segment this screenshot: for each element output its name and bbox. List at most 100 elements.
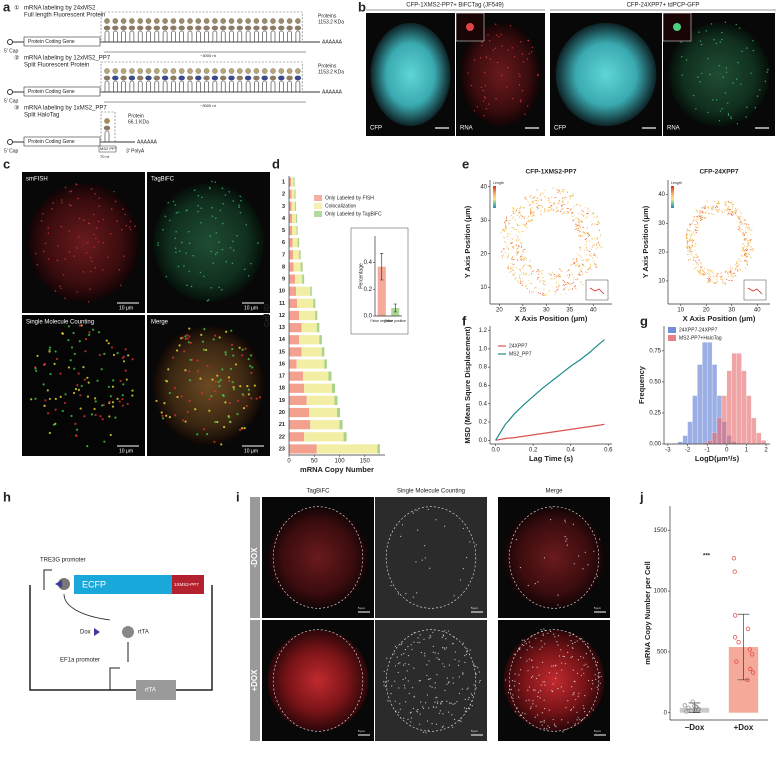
spot	[547, 725, 549, 727]
spot	[467, 687, 470, 689]
track-segment	[693, 230, 695, 233]
track-segment	[536, 197, 539, 200]
track-segment	[578, 224, 581, 227]
data-point	[750, 670, 756, 675]
spot	[111, 401, 115, 404]
data-point	[747, 647, 752, 652]
spot	[48, 348, 51, 351]
spot	[43, 404, 46, 407]
track-segment	[534, 286, 537, 289]
track-segment	[723, 211, 725, 213]
spot	[167, 368, 170, 371]
fluor-protein	[220, 68, 226, 74]
spot	[210, 250, 213, 253]
promoter-label: TRE3G promoter	[40, 558, 86, 564]
spot	[480, 86, 483, 88]
spot	[730, 116, 732, 118]
bar-segment	[289, 286, 297, 296]
spot	[67, 339, 70, 342]
track-segment	[506, 255, 509, 259]
coat-protein	[112, 25, 119, 31]
spot	[509, 25, 512, 27]
fluor-protein	[212, 68, 218, 74]
row-label: -DOX	[250, 547, 259, 568]
track-segment	[579, 267, 583, 270]
spot	[540, 629, 542, 631]
y-tick-label: 0.25	[649, 411, 661, 417]
track-segment	[587, 234, 590, 238]
track-segment	[568, 273, 571, 277]
spot	[518, 648, 520, 651]
y-axis-label: Percentage	[358, 263, 364, 289]
coat-protein	[261, 25, 268, 31]
spot	[180, 395, 183, 398]
spot	[459, 579, 462, 581]
track-segment	[582, 263, 584, 266]
coat-protein	[244, 25, 252, 31]
track-segment	[578, 230, 581, 233]
histogram-bar	[756, 432, 762, 445]
track-segment	[717, 200, 720, 203]
spot	[460, 717, 462, 719]
track-segment	[574, 222, 577, 224]
spot	[230, 329, 233, 332]
spot	[413, 632, 415, 634]
track-segment	[574, 278, 577, 280]
bar-segment	[315, 310, 318, 321]
spot	[89, 270, 92, 273]
channel-label: Merge	[151, 320, 169, 326]
spot	[541, 661, 544, 663]
spot	[579, 638, 582, 640]
spot	[419, 634, 421, 636]
spot	[599, 538, 601, 540]
spot	[94, 397, 97, 400]
spot	[724, 92, 727, 94]
track-segment	[558, 200, 561, 202]
x-tick-label: 2	[764, 448, 768, 454]
track-segment	[737, 227, 741, 231]
spot	[218, 241, 220, 243]
spot	[543, 727, 545, 729]
spot	[225, 261, 227, 263]
track-segment	[735, 262, 738, 265]
track-segment	[710, 206, 713, 209]
spot	[713, 39, 715, 41]
spot	[429, 685, 431, 687]
track-segment	[519, 255, 523, 259]
spot	[570, 709, 572, 711]
track-segment	[512, 207, 515, 210]
track-segment	[577, 264, 580, 267]
gene-box	[23, 136, 101, 147]
track-segment	[703, 267, 706, 269]
spot	[188, 370, 191, 373]
column-title: Single Molecule Counting	[397, 489, 465, 495]
x-tick-label: 100	[335, 459, 346, 465]
stem-loop	[154, 30, 160, 42]
cap-label: 5' Cap	[4, 98, 19, 104]
fluor-protein	[286, 18, 293, 24]
histogram-bar	[741, 370, 747, 445]
spot	[542, 633, 544, 635]
y-tick-label: 0.0	[479, 438, 488, 444]
track-segment	[522, 259, 525, 261]
spot	[539, 697, 541, 699]
spot	[91, 260, 93, 263]
stem-loop	[154, 80, 160, 92]
spot	[186, 337, 189, 340]
spot	[481, 41, 483, 43]
track-segment	[734, 209, 737, 212]
spot	[721, 108, 723, 110]
histogram-bar	[751, 417, 757, 445]
track-segment	[575, 264, 578, 268]
fluor-protein	[253, 18, 260, 24]
spot	[489, 58, 492, 61]
spot	[458, 660, 460, 662]
track-segment	[592, 257, 594, 259]
spot	[48, 397, 51, 401]
spot	[61, 201, 63, 204]
spot	[186, 284, 188, 287]
x-tick-label: 50	[311, 459, 318, 465]
spot	[90, 188, 93, 190]
spot	[436, 702, 439, 705]
spot	[543, 628, 545, 630]
